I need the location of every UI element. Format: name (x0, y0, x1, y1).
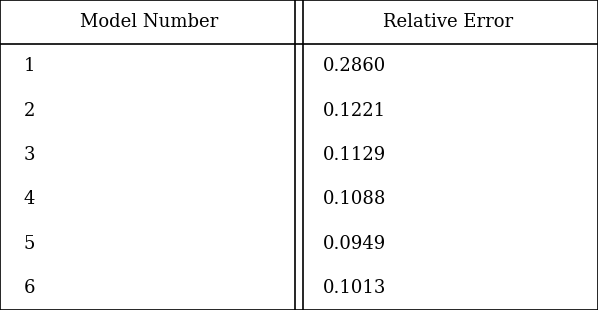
Text: 6: 6 (24, 279, 35, 297)
Text: 0.1221: 0.1221 (323, 102, 386, 120)
Text: 0.1129: 0.1129 (323, 146, 386, 164)
Text: Relative Error: Relative Error (383, 13, 514, 31)
Text: 0.2860: 0.2860 (323, 57, 386, 75)
Text: Model Number: Model Number (80, 13, 219, 31)
Text: 0.0949: 0.0949 (323, 235, 386, 253)
Text: 0.1088: 0.1088 (323, 190, 386, 208)
Text: 4: 4 (24, 190, 35, 208)
Text: 3: 3 (24, 146, 35, 164)
Text: 0.1013: 0.1013 (323, 279, 386, 297)
Text: 5: 5 (24, 235, 35, 253)
Text: 1: 1 (24, 57, 35, 75)
Text: 2: 2 (24, 102, 35, 120)
